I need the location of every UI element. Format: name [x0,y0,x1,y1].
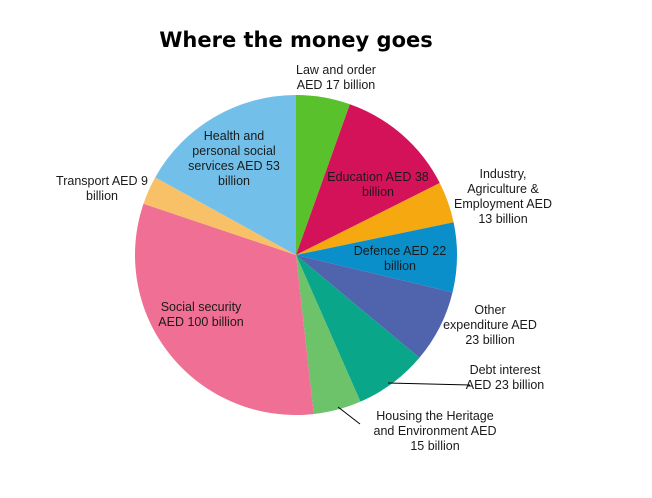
slice-label-2: Industry, Agriculture & Employment AED 13 b… [454,167,552,226]
pie-slice-0 [296,95,350,255]
pie-slice-2 [296,183,454,255]
chart-title: Where the money goes [159,28,433,52]
slice-labels: Law and order AED 17 billion Education AED… [56,63,552,453]
pie-slice-8 [143,177,296,255]
pie-slice-4 [296,255,453,358]
leader-lines [337,382,471,425]
slice-label-6: Housing the Heritage and Environment AED 1… [374,409,497,453]
slice-label-4: Other expenditure AED 23 billion [443,303,537,347]
pie-slices [134,95,457,416]
pie-slice-5 [296,255,420,402]
leader-line-5 [387,382,471,386]
slice-label-3: Defence AED 22 billion [354,244,446,273]
pie-slice-7 [134,203,314,416]
leader-line-6 [337,406,361,425]
slice-label-5: Debt interest AED 23 billion [466,363,545,392]
pie-slice-6 [296,255,361,415]
slice-label-8: Transport AED 9 billion [56,174,148,203]
pie-slice-3 [296,222,457,293]
slice-label-0: Law and order AED 17 billion [296,63,376,92]
slice-label-1: Education AED 38 billion [327,170,429,199]
slice-label-7: Social security AED 100 billion [158,300,244,329]
slice-label-9: Health and personal social services AED 53… [188,129,280,188]
pie-slice-1 [296,104,440,255]
pie-slice-9 [155,95,296,255]
